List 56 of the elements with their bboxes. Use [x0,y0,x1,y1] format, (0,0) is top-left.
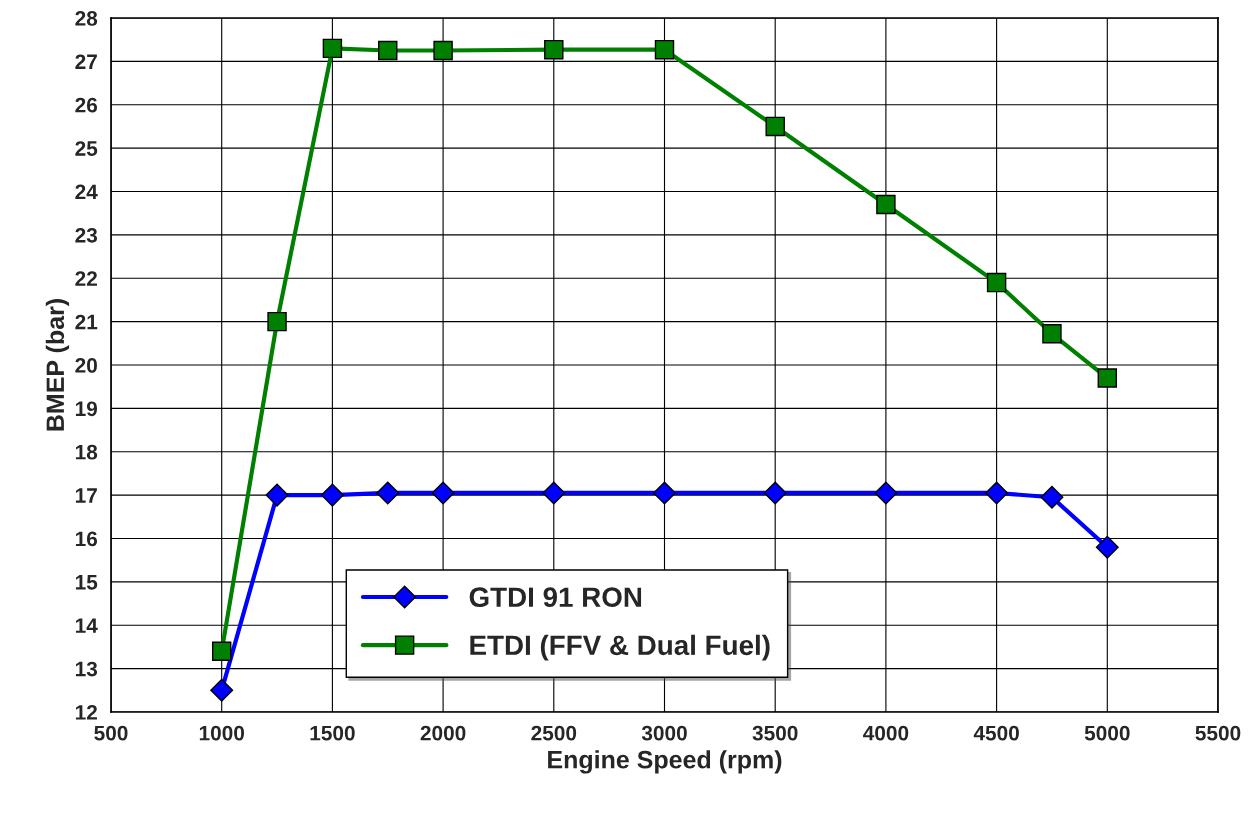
y-tick-label: 22 [75,271,97,286]
y-tick-label: 15 [75,575,98,590]
point [1040,485,1064,509]
point [1042,324,1062,344]
y-tick-label: 18 [75,444,98,460]
y-tick-label: 21 [75,314,98,330]
x-tick-label: 2500 [531,725,577,741]
legend-label: GTDI 91 RON [469,587,642,608]
point [433,40,453,61]
point [431,481,455,505]
point [1097,368,1118,388]
y-tick-label: 28 [75,11,98,26]
point [986,272,1007,293]
x-tick-label: 3000 [641,725,687,741]
x-tick-label: 5500 [1195,725,1241,741]
y-tick-label: 16 [75,531,98,547]
x-tick-label: 1500 [310,725,355,741]
point [322,38,343,59]
point [265,483,289,507]
x-tick-label: 4500 [973,725,1019,741]
legend-label: ETDI (FFV & Dual Fuel) [470,634,770,661]
x-tick-label: 2000 [420,725,466,741]
y-tick-label: 24 [75,184,98,200]
x-axis-title: Engine Speed (rpm) [548,750,782,774]
point [653,481,676,505]
x-tick-label: 4000 [863,725,909,741]
point [763,481,787,505]
y-axis-title: BMEP (bar) [45,299,70,431]
x-tick-label: 1000 [199,725,245,741]
y-tick-label: 23 [75,227,98,243]
point [542,481,566,505]
y-tick-label: 25 [75,141,98,156]
y-tick-label: 27 [75,54,97,69]
point [267,311,287,332]
x-tick-label: 5000 [1084,725,1130,741]
point [654,39,675,60]
point [874,481,898,505]
y-tick-label: 14 [75,618,98,633]
point [320,483,344,507]
point [376,481,400,505]
y-tick-label: 17 [75,488,97,503]
y-tick-label: 20 [75,358,97,373]
x-tick-label: 500 [94,725,128,741]
point [378,40,398,61]
x-tick-label: 3500 [752,725,798,741]
point [765,116,785,137]
point [876,194,896,215]
y-tick-label: 13 [75,661,98,677]
point [210,678,234,702]
y-tick-label: 26 [75,97,98,113]
point [544,39,564,60]
y-tick-label: 12 [75,705,97,720]
point [1095,535,1119,559]
y-tick-label: 19 [75,401,98,417]
point [211,641,232,661]
point [985,481,1009,505]
